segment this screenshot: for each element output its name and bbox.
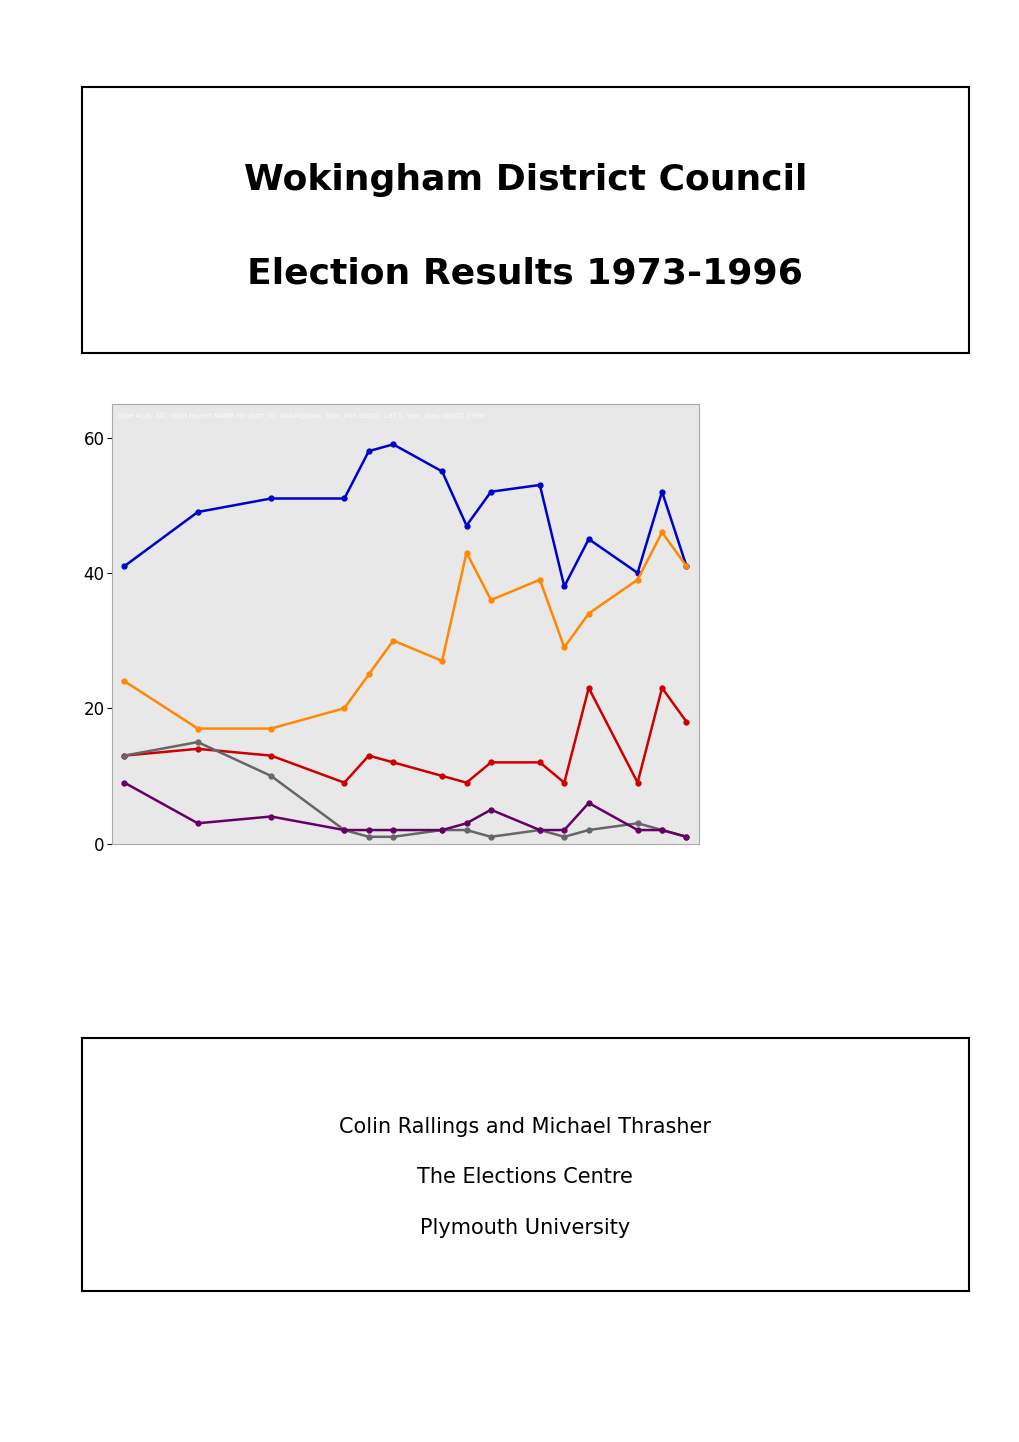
Text: type 4cat: SD, most recent NAME for distr_ID: Wokingham, Year_min distID: 1973, : type 4cat: SD, most recent NAME for dist… [118, 412, 484, 420]
Text: Colin Rallings and Michael Thrasher: Colin Rallings and Michael Thrasher [339, 1116, 710, 1136]
Text: Wokingham District Council: Wokingham District Council [244, 163, 806, 198]
Text: Plymouth University: Plymouth University [420, 1217, 630, 1237]
Text: The Elections Centre: The Elections Centre [417, 1167, 633, 1187]
Text: Election Results 1973-1996: Election Results 1973-1996 [248, 257, 802, 290]
